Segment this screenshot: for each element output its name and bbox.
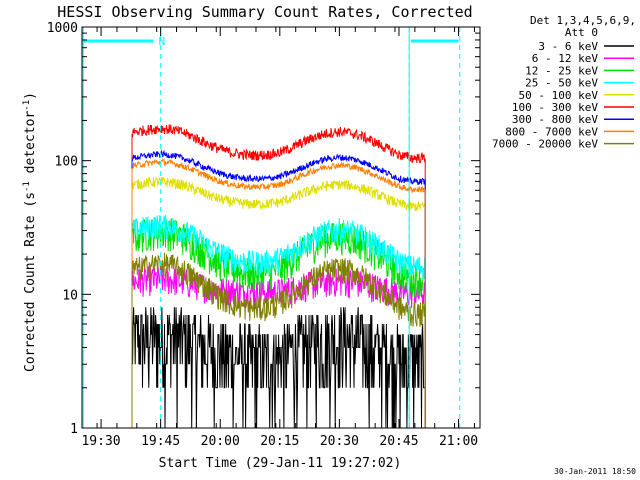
x-tick-label-5: 20:45: [379, 434, 418, 449]
plot-frame: [81, 26, 481, 429]
footer-timestamp: 30-Jan-2011 18:50: [554, 467, 636, 476]
series-layer: [131, 124, 426, 428]
marker-layer: N: [82, 27, 461, 428]
x-tick-label-1: 19:45: [141, 434, 180, 449]
legend-label-1: 6 - 12 keV: [532, 52, 599, 65]
x-tick-label-3: 20:15: [260, 434, 299, 449]
chart-title: HESSI Observing Summary Count Rates, Cor…: [57, 3, 472, 21]
legend-label-8: 7000 - 20000 keV: [492, 138, 598, 151]
y-axis-label: Corrected Count Rate (s-1 detector-1): [22, 92, 38, 372]
legend-label-4: 50 - 100 keV: [519, 89, 599, 102]
x-tick-label-6: 21:00: [439, 434, 478, 449]
legend-label-7: 800 - 7000 keV: [505, 125, 598, 138]
legend-header-2: Att 0: [565, 26, 598, 39]
series-line-6: [131, 149, 426, 428]
series-line-3: [131, 214, 426, 428]
svg-text:Corrected Count Rate (s-1 dete: Corrected Count Rate (s-1 detector-1): [22, 92, 38, 372]
night-label: N: [159, 35, 166, 48]
y-tick-label-2: 100: [55, 155, 78, 170]
legend-label-6: 300 - 800 keV: [512, 113, 598, 126]
series-line-8: [131, 252, 426, 428]
legend-label-2: 12 - 25 keV: [525, 64, 598, 77]
legend-label-5: 100 - 300 keV: [512, 101, 598, 114]
x-tick-label-0: 19:30: [81, 434, 120, 449]
series-line-4: [131, 176, 426, 428]
y-label-mid: detector: [23, 111, 38, 182]
y-label-main: Corrected Count Rate (s: [23, 192, 38, 372]
legend-label-3: 25 - 50 keV: [525, 77, 598, 90]
x-tick-label-4: 20:30: [320, 434, 359, 449]
y-tick-label-3: 1000: [47, 21, 78, 36]
axes-layer: 1 10 100 1000 19:30 19:45 20:00 20:15 20:30 20:45…: [47, 21, 481, 449]
legend-header-1: Det 1,3,4,5,6,9,: [530, 14, 636, 27]
y-label-sup2: -1: [22, 100, 32, 111]
y-tick-label-1: 10: [62, 288, 78, 303]
x-axis-label: Start Time (29-Jan-11 19:27:02): [159, 456, 402, 471]
series-line-0: [131, 307, 426, 428]
y-label-end: ): [23, 92, 38, 100]
x-tick-label-2: 20:00: [201, 434, 240, 449]
y-label-sup1: -1: [22, 181, 32, 192]
series-line-5: [131, 124, 426, 428]
legend-label-0: 3 - 6 keV: [538, 40, 598, 53]
series-line-7: [131, 157, 426, 428]
y-tick-label-0: 1: [70, 422, 78, 437]
